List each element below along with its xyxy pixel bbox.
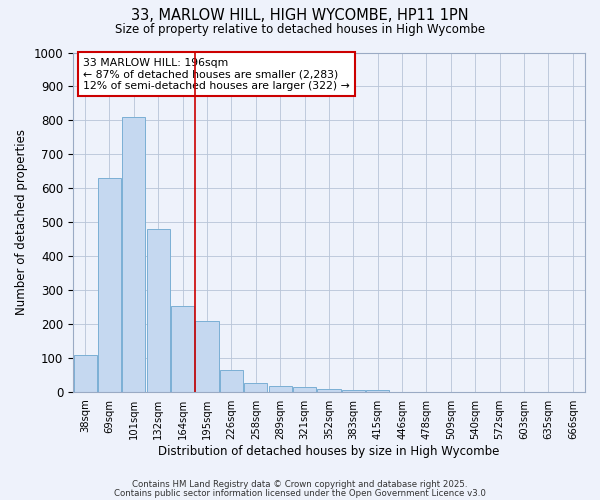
Bar — [74, 355, 97, 393]
Bar — [122, 117, 145, 392]
Y-axis label: Number of detached properties: Number of detached properties — [15, 130, 28, 316]
Bar — [366, 390, 389, 392]
Text: Contains HM Land Registry data © Crown copyright and database right 2025.: Contains HM Land Registry data © Crown c… — [132, 480, 468, 489]
Text: Contains public sector information licensed under the Open Government Licence v3: Contains public sector information licen… — [114, 488, 486, 498]
Bar — [317, 389, 341, 392]
Bar — [146, 229, 170, 392]
Text: 33, MARLOW HILL, HIGH WYCOMBE, HP11 1PN: 33, MARLOW HILL, HIGH WYCOMBE, HP11 1PN — [131, 8, 469, 22]
Bar — [244, 383, 268, 392]
Bar — [220, 370, 243, 392]
Text: Size of property relative to detached houses in High Wycombe: Size of property relative to detached ho… — [115, 22, 485, 36]
Bar — [196, 321, 218, 392]
Bar — [98, 178, 121, 392]
Bar — [293, 387, 316, 392]
Text: 33 MARLOW HILL: 196sqm
← 87% of detached houses are smaller (2,283)
12% of semi-: 33 MARLOW HILL: 196sqm ← 87% of detached… — [83, 58, 350, 91]
Bar — [269, 386, 292, 392]
X-axis label: Distribution of detached houses by size in High Wycombe: Distribution of detached houses by size … — [158, 444, 500, 458]
Bar — [171, 306, 194, 392]
Bar — [342, 390, 365, 392]
